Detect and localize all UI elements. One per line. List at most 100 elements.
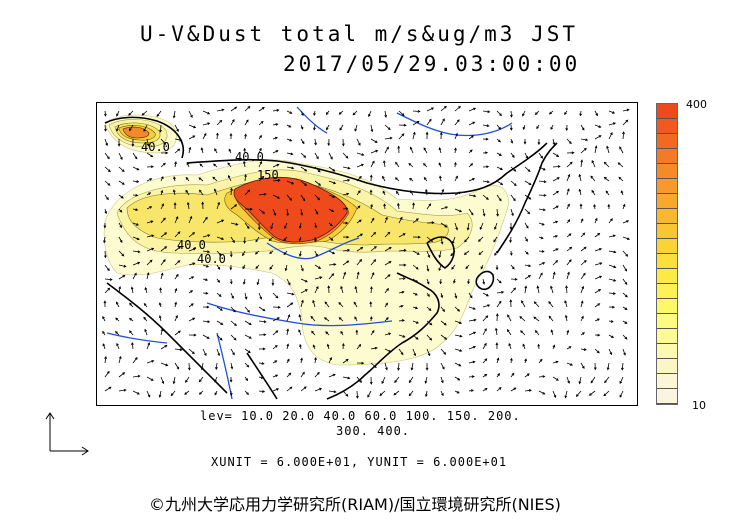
wind-arrow-head — [338, 317, 342, 320]
wind-arrow-head — [465, 266, 469, 270]
wind-arrow-head — [347, 178, 351, 182]
wind-arrow — [272, 330, 278, 336]
wind-arrow — [286, 152, 293, 155]
wind-arrow-head — [220, 322, 224, 326]
wind-arrow — [314, 152, 319, 159]
wind-arrow-head — [352, 112, 356, 116]
wind-arrow — [146, 235, 154, 238]
wind-arrow — [188, 124, 196, 128]
colorbar — [656, 103, 678, 405]
wind-arrow — [468, 306, 476, 310]
colorbar-max-label: 400 — [686, 98, 707, 111]
wind-arrow — [468, 194, 476, 197]
wind-arrow — [216, 320, 223, 325]
wind-arrow-head — [580, 218, 584, 222]
wind-arrow — [146, 272, 149, 280]
wind-arrow — [591, 160, 596, 168]
wind-arrow-head — [401, 133, 405, 137]
colorbar-segment — [657, 209, 677, 224]
wind-arrow — [188, 110, 193, 118]
wind-arrow — [174, 260, 180, 266]
wind-arrow-head — [270, 226, 273, 230]
wind-arrow-head — [508, 343, 512, 346]
wind-arrow-head — [277, 196, 281, 199]
wind-arrow — [589, 390, 596, 396]
wind-arrow — [272, 292, 278, 299]
wind-arrow-head — [361, 153, 365, 156]
wind-arrow-head — [473, 194, 477, 198]
wind-arrow-head — [370, 203, 373, 207]
wind-arrow-head — [345, 393, 349, 397]
wind-arrow-head — [415, 218, 419, 222]
wind-arrow-head — [424, 380, 428, 384]
wind-arrow-head — [274, 360, 278, 363]
wind-arrow-head — [198, 392, 202, 395]
wind-arrow — [478, 250, 484, 255]
wind-arrow — [548, 316, 554, 322]
wind-arrow-head — [262, 390, 266, 393]
wind-arrow — [286, 386, 293, 392]
wind-arrow-head — [511, 266, 515, 270]
wind-arrow-head — [291, 166, 295, 170]
wind-arrow-head — [385, 302, 388, 306]
wind-arrow-head — [409, 146, 413, 150]
wind-arrow — [397, 362, 400, 371]
wind-arrow-head — [144, 328, 147, 332]
wind-arrow-head — [603, 176, 607, 180]
wind-arrow — [408, 163, 414, 168]
wind-arrow-head — [626, 108, 630, 112]
wind-arrow-head — [385, 317, 389, 320]
wind-arrow — [412, 120, 420, 126]
china-coast — [326, 272, 440, 400]
wind-arrow-head — [425, 131, 429, 135]
wind-arrow-head — [143, 128, 147, 132]
wind-arrow — [384, 247, 392, 252]
wind-arrow-head — [451, 241, 455, 245]
wind-arrow-head — [509, 127, 513, 131]
wind-arrow — [228, 175, 232, 182]
wind-arrow — [146, 360, 154, 364]
wind-arrow-head — [327, 143, 331, 147]
wind-arrow — [510, 180, 517, 186]
wind-arrow-head — [457, 377, 461, 381]
wind-arrow-head — [158, 302, 162, 306]
wind-arrow-head — [276, 163, 280, 167]
wind-arrow — [118, 389, 126, 392]
wind-arrow — [342, 193, 349, 196]
wind-arrow-head — [174, 161, 177, 165]
wind-arrow-head — [108, 386, 112, 390]
wind-arrow-head — [291, 292, 295, 296]
wind-arrow — [519, 316, 526, 322]
wind-arrow — [188, 135, 195, 140]
wind-arrow-head — [123, 388, 127, 392]
wind-arrow-head — [103, 225, 107, 229]
wind-arrow-head — [569, 246, 573, 250]
wind-arrow — [508, 343, 512, 350]
wind-arrow-head — [134, 272, 137, 276]
wind-arrow — [535, 330, 540, 336]
wind-arrow-head — [397, 145, 401, 149]
wind-arrow-head — [242, 160, 246, 164]
wind-arrow — [160, 138, 166, 145]
wind-arrow-head — [423, 147, 427, 151]
wind-arrow-head — [287, 314, 291, 318]
wind-arrow — [104, 152, 110, 159]
wind-arrow-head — [375, 149, 379, 153]
wind-arrow-head — [262, 211, 265, 214]
wind-arrow-head — [333, 390, 337, 394]
wind-arrow-head — [276, 108, 280, 112]
wind-arrow-head — [354, 128, 358, 132]
wind-arrow-head — [585, 138, 589, 142]
wind-arrow-head — [369, 286, 373, 290]
wind-arrow — [450, 250, 456, 256]
wind-arrow — [300, 372, 305, 378]
wind-arrow — [370, 362, 377, 368]
wind-arrow-head — [453, 280, 456, 284]
wind-arrow-head — [501, 290, 505, 294]
wind-arrow-head — [314, 239, 317, 243]
wind-arrow-head — [177, 330, 181, 334]
wind-arrow-head — [161, 381, 165, 385]
wind-arrow — [104, 287, 110, 294]
wind-arrow — [565, 390, 568, 398]
wind-arrow — [342, 152, 349, 159]
